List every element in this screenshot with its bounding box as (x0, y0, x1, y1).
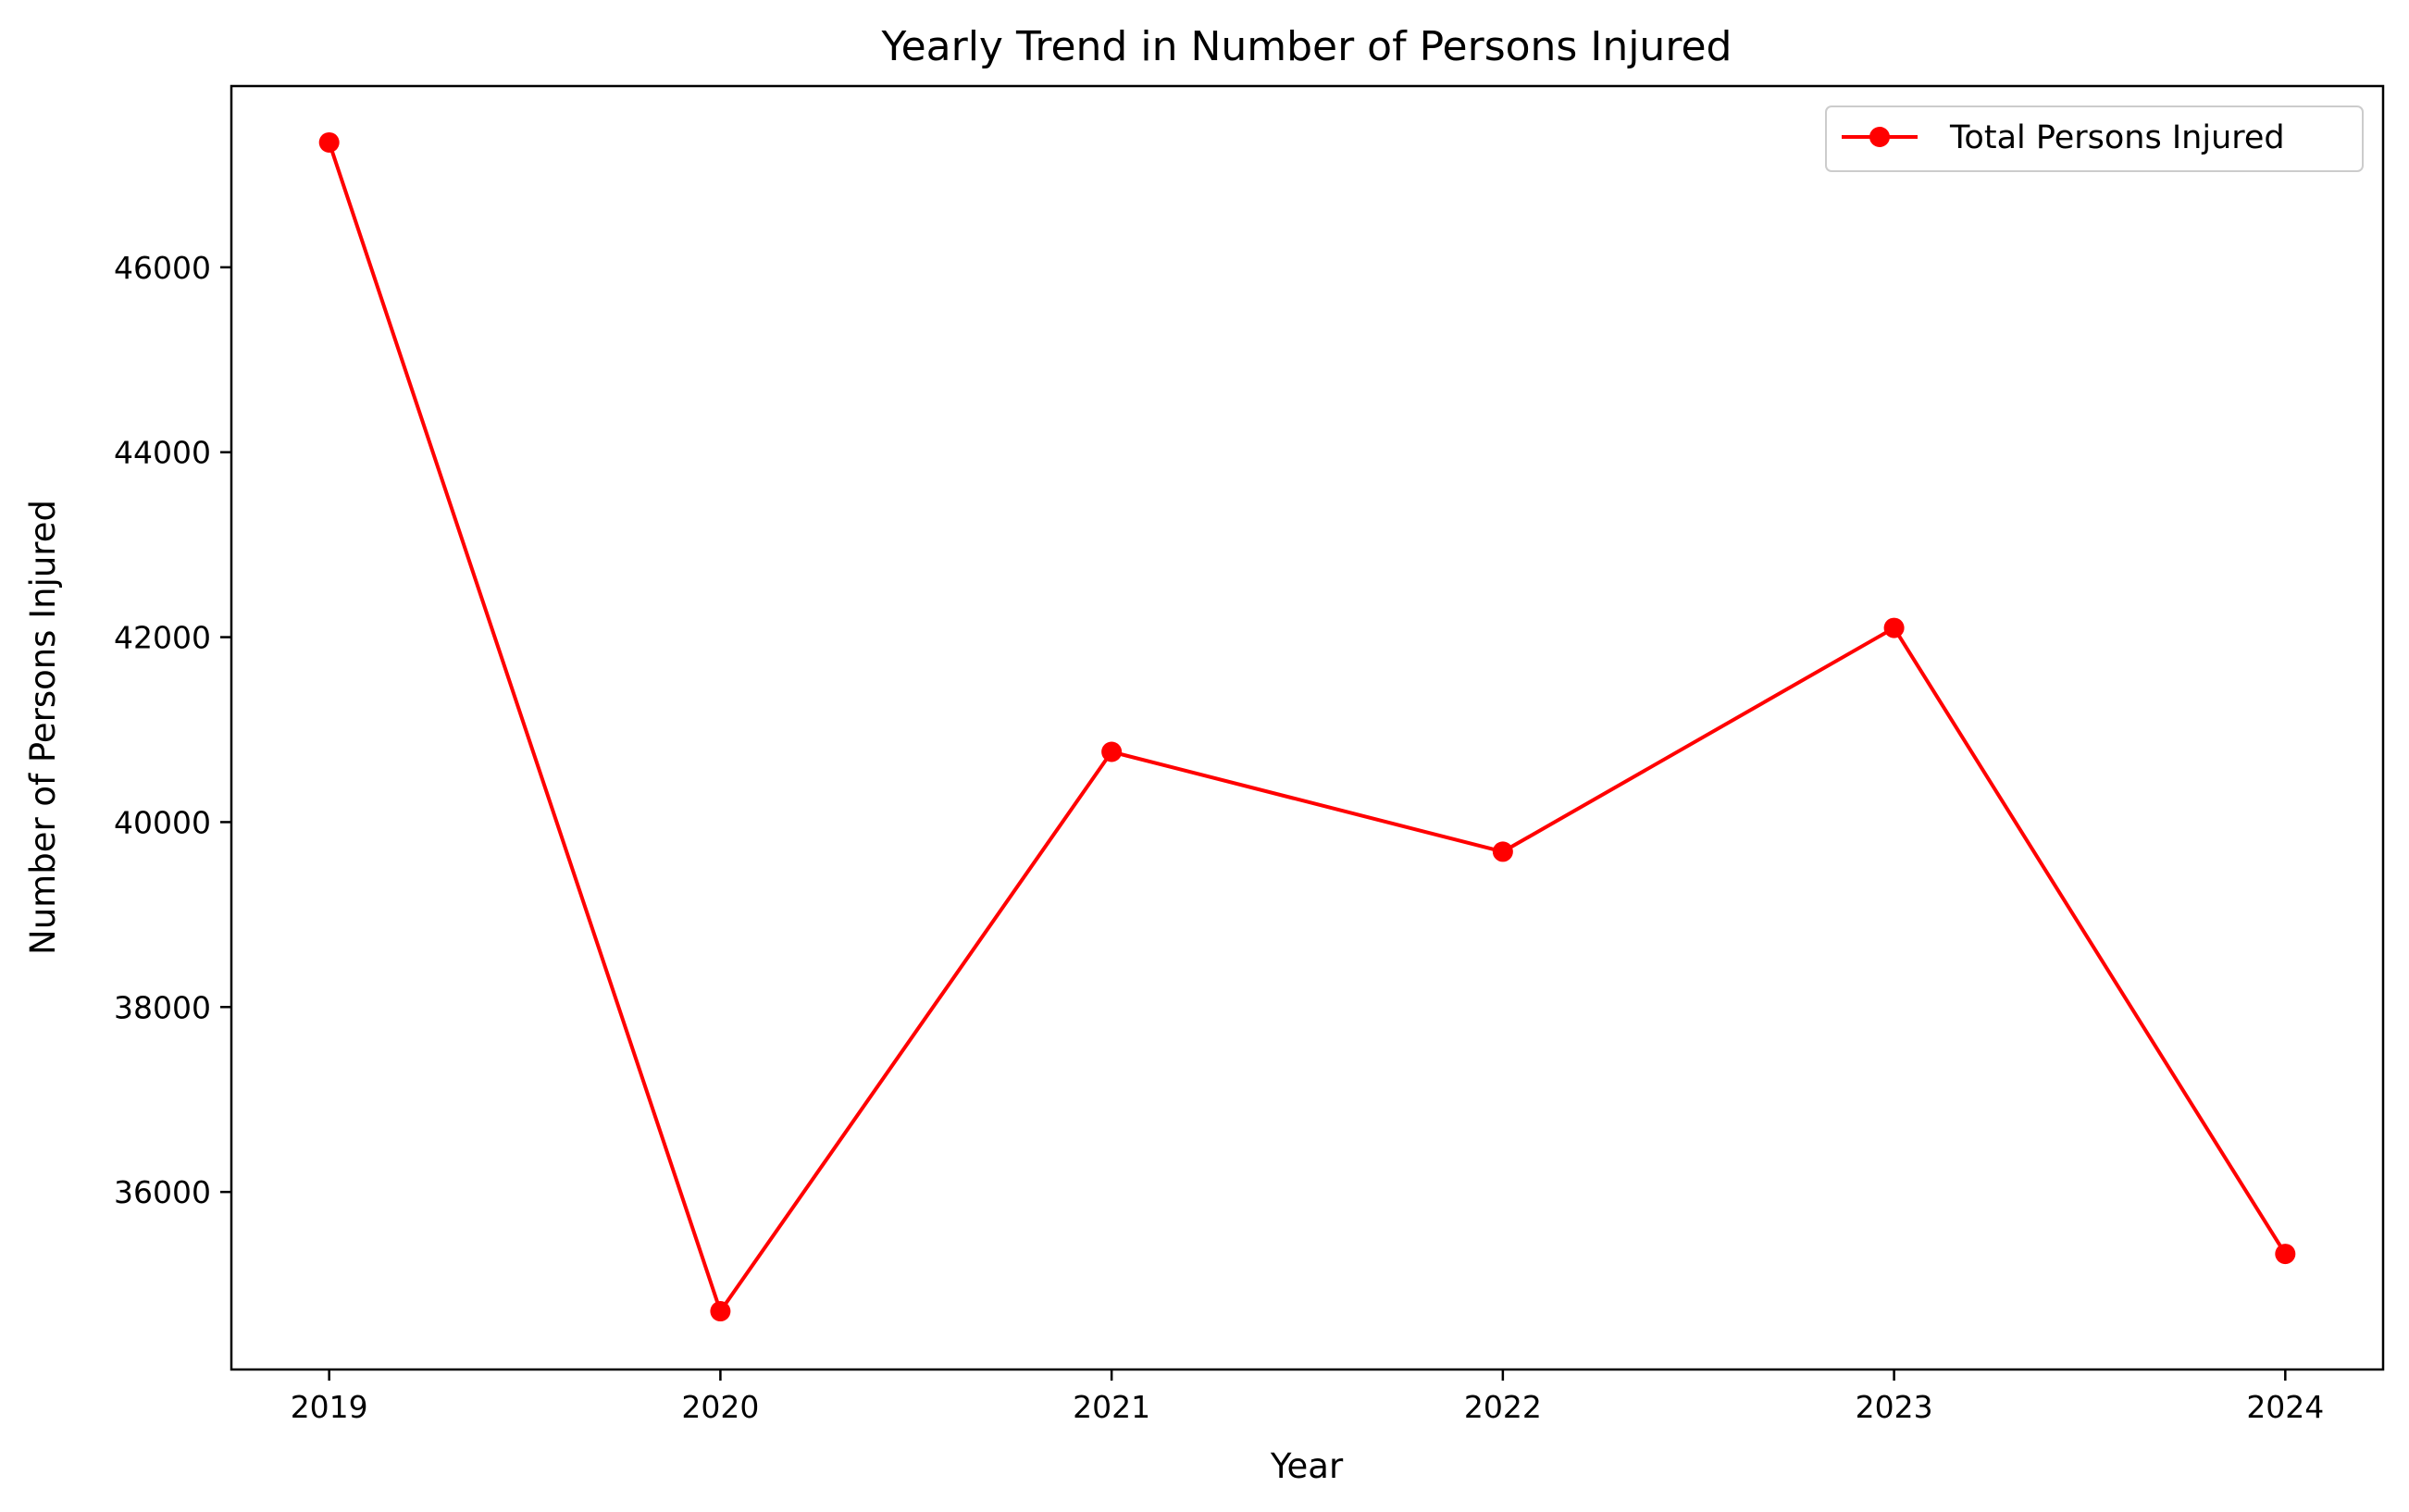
y-tick-label: 42000 (114, 620, 211, 656)
plot-frame (230, 84, 2385, 1371)
data-point-2019 (318, 131, 340, 153)
y-axis-label: Number of Persons Injured (23, 500, 63, 955)
x-tick-label: 2022 (1464, 1389, 1542, 1425)
y-tick-label: 46000 (114, 250, 211, 286)
y-tick-label: 36000 (114, 1174, 211, 1210)
y-tick-label: 44000 (114, 435, 211, 471)
legend-marker-swatch (1869, 127, 1890, 147)
legend: Total Persons Injured (1825, 105, 2364, 172)
x-axis-ticks: 2019 2020 2021 2022 2023 2024 (291, 1369, 2324, 1425)
x-tick-label: 2023 (1856, 1389, 1933, 1425)
y-tick-label: 40000 (114, 804, 211, 840)
chart-title: Yearly Trend in Number of Persons Injure… (881, 23, 1732, 70)
legend-box (1825, 105, 2364, 172)
x-tick-label: 2021 (1073, 1389, 1150, 1425)
x-tick-label: 2024 (2246, 1389, 2324, 1425)
data-point-2021 (1101, 741, 1123, 762)
data-point-2024 (2275, 1244, 2296, 1265)
data-point-2022 (1492, 841, 1513, 862)
x-tick-label: 2020 (681, 1389, 759, 1425)
y-axis-ticks: 36000 38000 40000 42000 44000 46000 (114, 250, 231, 1210)
plot-series (318, 131, 2296, 1322)
data-point-2020 (710, 1301, 731, 1322)
legend-entry-label: Total Persons Injured (1949, 119, 2285, 156)
y-tick-label: 38000 (114, 989, 211, 1025)
x-tick-label: 2019 (291, 1389, 368, 1425)
data-point-2023 (1883, 617, 1905, 638)
series-line (327, 142, 2287, 1313)
x-axis-label: Year (1270, 1446, 1344, 1486)
